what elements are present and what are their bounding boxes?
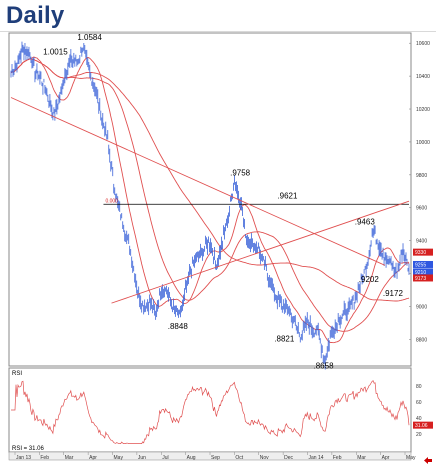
price-tag — [413, 274, 433, 282]
y-tick-label: 9800 — [416, 173, 427, 179]
price-tag-label: 9173 — [415, 276, 426, 282]
y-tick-label: 10200 — [416, 107, 430, 113]
annotation-label: .8821 — [274, 334, 295, 343]
x-tick-label: Mar — [65, 455, 74, 461]
trendline — [10, 97, 386, 266]
annotation-label: .9172 — [383, 289, 404, 298]
annotation-label: 1.0584 — [77, 33, 102, 42]
x-tick-label: Sep — [211, 455, 220, 461]
x-tick-label: May — [114, 455, 124, 461]
x-tick-label: Mar — [357, 455, 366, 461]
y-tick-label: 10400 — [416, 74, 430, 80]
rsi-readout-tag — [413, 421, 433, 429]
rsi-panel-frame — [8, 367, 412, 453]
price-tag — [413, 268, 433, 276]
page-title: Daily — [6, 2, 65, 29]
y-tick-label: 9400 — [416, 239, 427, 245]
rsi-readout-label: 31.06 — [415, 423, 428, 429]
x-tick-label: Nov — [260, 455, 269, 461]
annotation-label: .8848 — [168, 322, 189, 331]
x-tick-label: Jun — [138, 455, 146, 461]
trendline — [111, 200, 410, 304]
x-tick-label: Dec — [284, 455, 293, 461]
price-tag — [413, 248, 433, 256]
annotation-label: .9621 — [277, 191, 298, 200]
x-tick-label: Jan 14 — [309, 455, 324, 461]
y-tick-label: 9600 — [416, 206, 427, 212]
y-tick-label: 9000 — [416, 304, 427, 310]
moving-average-line — [10, 58, 410, 332]
x-tick-label: Jan 13 — [16, 455, 31, 461]
annotation-label: .8658 — [314, 362, 335, 371]
x-tick-label: May — [406, 455, 416, 461]
rsi-panel-label: RSI — [12, 371, 22, 377]
x-tick-label: Oct — [235, 455, 243, 461]
rsi-line — [11, 380, 410, 444]
back-arrow-icon[interactable] — [424, 456, 433, 465]
y-tick-label: 8800 — [416, 337, 427, 343]
annotation-label: .9463 — [355, 217, 376, 226]
y-tick-label: 10000 — [416, 140, 430, 146]
price-panel-frame — [8, 32, 412, 367]
price-tag-label: 9210 — [415, 270, 426, 276]
x-tick-label: Apr — [382, 455, 390, 461]
price-tag-label: 9255 — [415, 262, 426, 268]
x-tick-label: Feb — [333, 455, 342, 461]
rsi-legend: RSI = 31.06 — [12, 446, 45, 452]
annotation-label: .9758 — [230, 169, 251, 178]
price-tag-label: 9330 — [415, 250, 426, 256]
price-tag — [413, 260, 433, 268]
moving-average-line — [10, 58, 410, 302]
x-tick-label: Jul — [162, 455, 168, 461]
title-divider — [0, 31, 436, 32]
rsi-tick-label: 40 — [416, 416, 422, 422]
x-tick-label: Apr — [89, 455, 97, 461]
rsi-tick-label: 60 — [416, 400, 422, 406]
x-tick-label: Feb — [40, 455, 49, 461]
rsi-tick-label: 80 — [416, 384, 422, 390]
rsi-tick-label: 20 — [416, 432, 422, 438]
reference-line-label: 0.000 — [105, 198, 118, 204]
x-tick-label: Aug — [187, 455, 196, 461]
annotation-label: .9202 — [359, 275, 380, 284]
y-tick-label: 10600 — [416, 41, 430, 47]
annotation-label: 1.0015 — [43, 48, 68, 57]
moving-average-line — [10, 56, 410, 344]
